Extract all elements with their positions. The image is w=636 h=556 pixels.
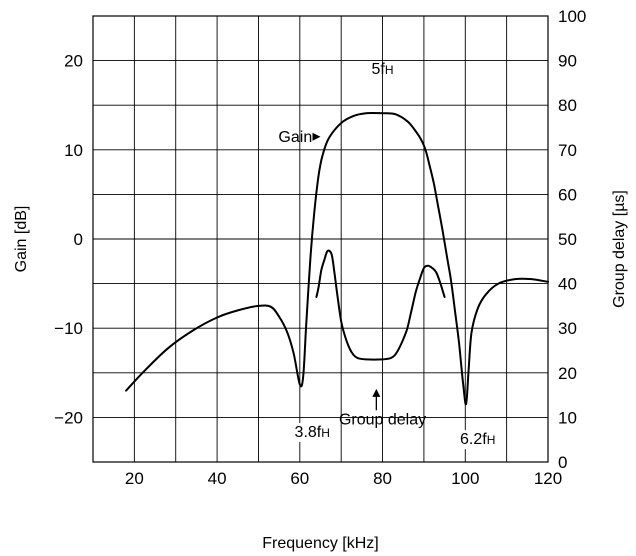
x-tick-label: 80 <box>373 469 392 488</box>
gain-arrow-head <box>312 132 321 141</box>
upper-band-edge-label: 6.2fH <box>460 431 495 448</box>
y-left-tick-label: 20 <box>64 52 83 71</box>
lower-band-edge-label: 3.8fH <box>295 424 330 441</box>
peak-label: 5fH <box>372 61 394 78</box>
y-axis-right-label: Group delay [µs] <box>611 190 628 308</box>
grid <box>93 16 548 462</box>
x-tick-label: 60 <box>290 469 309 488</box>
x-tick-label: 20 <box>125 469 144 488</box>
y-right-tick-label: 60 <box>558 185 577 204</box>
y-left-tick-label: −20 <box>54 408 83 427</box>
curves <box>125 111 549 406</box>
gain-label: Gain <box>278 129 312 146</box>
x-tick-label: 40 <box>208 469 227 488</box>
y-right-tick-label: 30 <box>558 319 577 338</box>
y-left-tick-label: 10 <box>64 141 83 160</box>
y-left-tick-label: 0 <box>74 230 83 249</box>
y-right-tick-label: 90 <box>558 52 577 71</box>
y-right-tick-label: 20 <box>558 364 577 383</box>
x-axis-label: Frequency [kHz] <box>262 535 378 552</box>
x-tick-label: 100 <box>451 469 479 488</box>
y-right-tick-label: 50 <box>558 230 577 249</box>
tick-labels: 20 40 60 80 100 12020100−10−20100908070605040… <box>54 7 586 488</box>
y-left-tick-label: −10 <box>54 319 83 338</box>
x-tick-label: 120 <box>534 469 562 488</box>
group-delay-arrow-head <box>372 388 381 397</box>
plot-frame <box>92 15 549 463</box>
group-delay-label: Group delay <box>339 412 426 429</box>
group-delay-curve <box>315 249 446 361</box>
lower-band-edge-label-background <box>291 423 333 443</box>
gain-curve <box>125 111 549 406</box>
y-right-tick-label: 10 <box>558 408 577 427</box>
y-right-tick-label: 70 <box>558 141 577 160</box>
y-right-tick-label: 100 <box>558 7 586 26</box>
annotations: 5fH Gain Group delay 3.8fH 6.2fH <box>278 61 499 450</box>
y-right-tick-label: 40 <box>558 275 577 294</box>
y-axis-left-label: Gain [dB] <box>13 206 30 273</box>
y-right-tick-label: 80 <box>558 96 577 115</box>
y-right-tick-label: 0 <box>558 453 567 472</box>
upper-band-edge-label-background <box>457 430 499 450</box>
